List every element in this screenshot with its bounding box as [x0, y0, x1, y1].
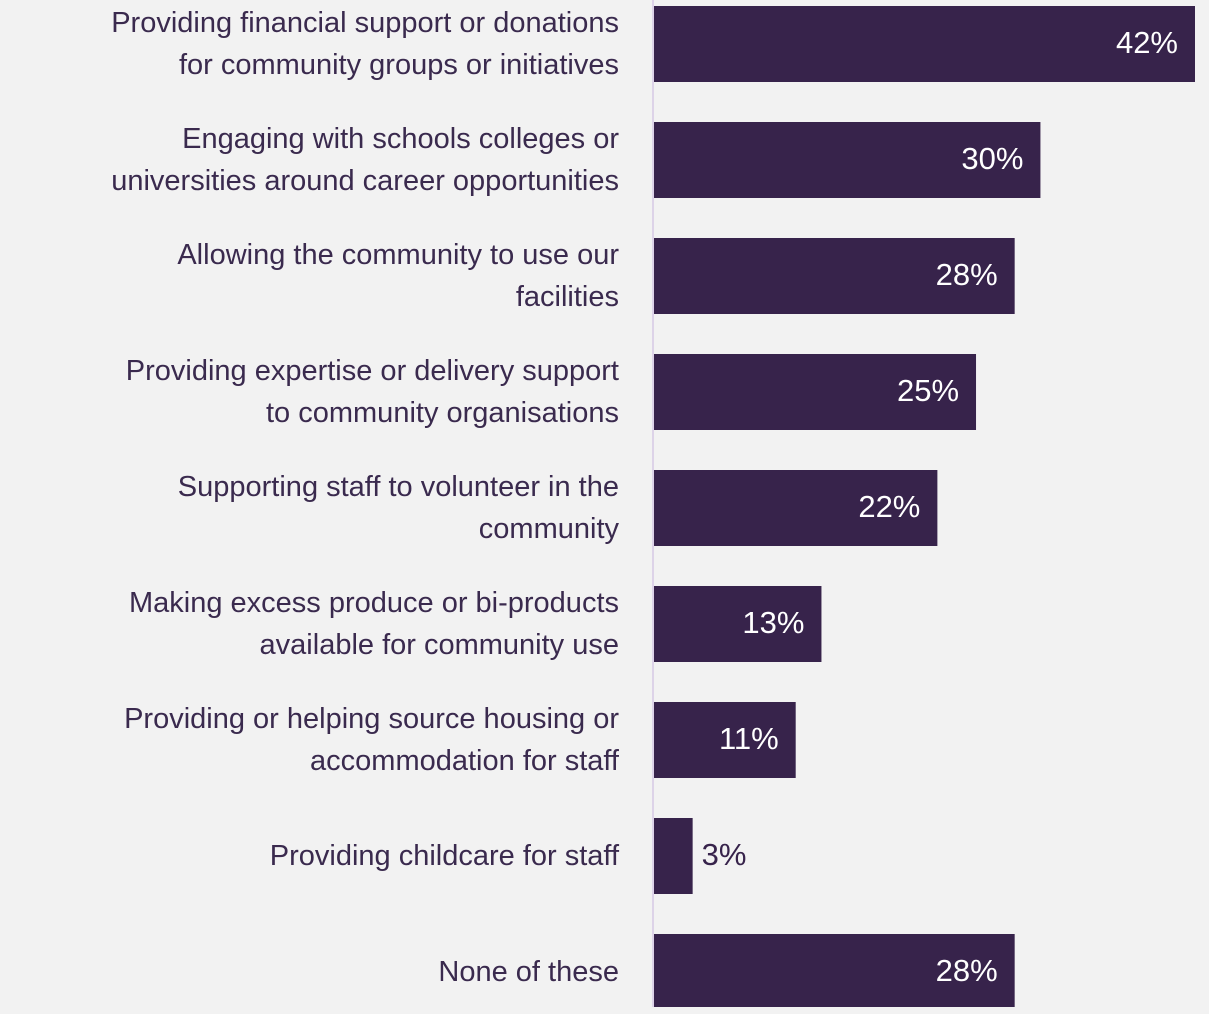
value-label: 28%: [936, 257, 998, 292]
bar: [654, 702, 796, 778]
category-label: None of these: [438, 956, 619, 988]
value-label: 25%: [897, 373, 959, 408]
bar: [654, 934, 1015, 1007]
bar: [654, 238, 1015, 314]
category-label: Supporting staff to volunteer in the com…: [177, 471, 619, 545]
value-label: 3%: [702, 837, 747, 872]
value-label: 22%: [858, 489, 920, 524]
bar: [654, 586, 822, 662]
value-label: 13%: [742, 605, 804, 640]
category-label: Engaging with schools colleges or univer…: [111, 123, 619, 197]
bar: [654, 6, 1195, 82]
bar: [654, 818, 693, 894]
category-label: Making excess produce or bi-products ava…: [128, 587, 619, 661]
category-label: Providing or helping source housing or a…: [124, 703, 619, 777]
value-label: 28%: [936, 953, 998, 988]
value-label: 42%: [1116, 25, 1178, 60]
value-label: 11%: [719, 721, 779, 756]
bar: [654, 122, 1041, 198]
category-label: Providing childcare for staff: [269, 840, 619, 872]
category-label: Providing financial support or donations…: [111, 7, 619, 81]
category-label: Allowing the community to use our facili…: [177, 239, 619, 313]
bar: [654, 354, 977, 430]
value-label: 30%: [961, 141, 1023, 176]
category-label: Providing expertise or delivery support …: [125, 355, 619, 429]
bar: [654, 470, 938, 546]
